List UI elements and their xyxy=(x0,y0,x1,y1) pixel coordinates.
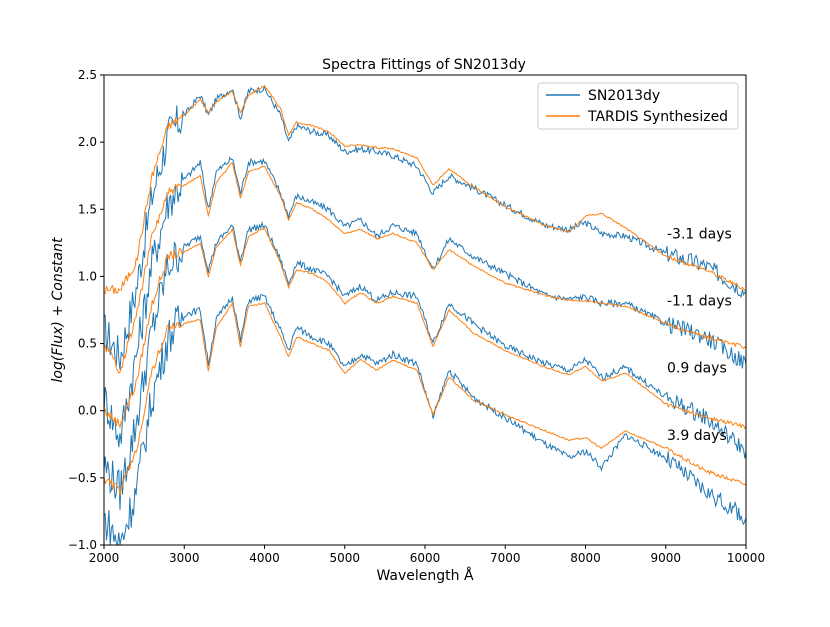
epoch-label: -1.1 days xyxy=(667,294,732,310)
observed-spectrum-line xyxy=(103,220,747,510)
y-tick-label: 0.5 xyxy=(78,337,97,351)
legend-box xyxy=(537,82,739,130)
synthetic-spectrum-line xyxy=(103,226,747,430)
y-axis-ticks: −1.0 −0.5 0.0 0.5 1.0 1.5 2.0 2.5 xyxy=(68,68,104,552)
observed-spectrum-line xyxy=(103,156,747,448)
y-tick-label: 1.5 xyxy=(78,202,97,216)
y-tick-label: −0.5 xyxy=(68,471,97,485)
synthetic-spectrum-line xyxy=(103,300,747,496)
y-tick-label: 1.0 xyxy=(78,269,97,283)
x-tick-label: 2000 xyxy=(89,551,120,565)
synthetic-spectra xyxy=(103,85,747,496)
legend-label-observed: SN2013dy xyxy=(588,88,660,104)
chart-legend: SN2013dy TARDIS Synthesized xyxy=(537,82,739,130)
y-tick-label: −1.0 xyxy=(68,538,97,552)
observed-spectra xyxy=(103,85,747,547)
observed-spectrum-line xyxy=(103,294,747,547)
y-tick-label: 2.0 xyxy=(78,135,97,149)
legend-label-synthetic: TARDIS Synthesized xyxy=(587,109,728,125)
observed-spectrum-line xyxy=(103,85,747,370)
epoch-labels: -3.1 days -1.1 days 0.9 days 3.9 days xyxy=(667,227,732,444)
x-tick-label: 10000 xyxy=(727,551,765,565)
x-tick-label: 4000 xyxy=(249,551,280,565)
x-axis-label: Wavelength Å xyxy=(376,567,474,584)
x-tick-label: 6000 xyxy=(410,551,441,565)
y-axis-label: log(Flux) + Constant xyxy=(50,237,66,382)
y-tick-label: 2.5 xyxy=(78,68,97,82)
y-tick-label: 0.0 xyxy=(78,404,97,418)
epoch-label: 3.9 days xyxy=(667,428,727,444)
x-tick-label: 5000 xyxy=(329,551,360,565)
x-tick-label: 7000 xyxy=(490,551,521,565)
x-tick-label: 9000 xyxy=(650,551,681,565)
epoch-label: -3.1 days xyxy=(667,227,732,243)
x-tick-label: 8000 xyxy=(570,551,601,565)
x-tick-label: 3000 xyxy=(169,551,200,565)
chart-title: Spectra Fittings of SN2013dy xyxy=(322,57,526,73)
x-axis-ticks: 2000 3000 4000 5000 6000 7000 8000 9000 10000 xyxy=(89,545,765,565)
synthetic-spectrum-line xyxy=(103,85,747,295)
epoch-label: 0.9 days xyxy=(667,361,727,377)
synthetic-spectrum-line xyxy=(103,162,747,374)
